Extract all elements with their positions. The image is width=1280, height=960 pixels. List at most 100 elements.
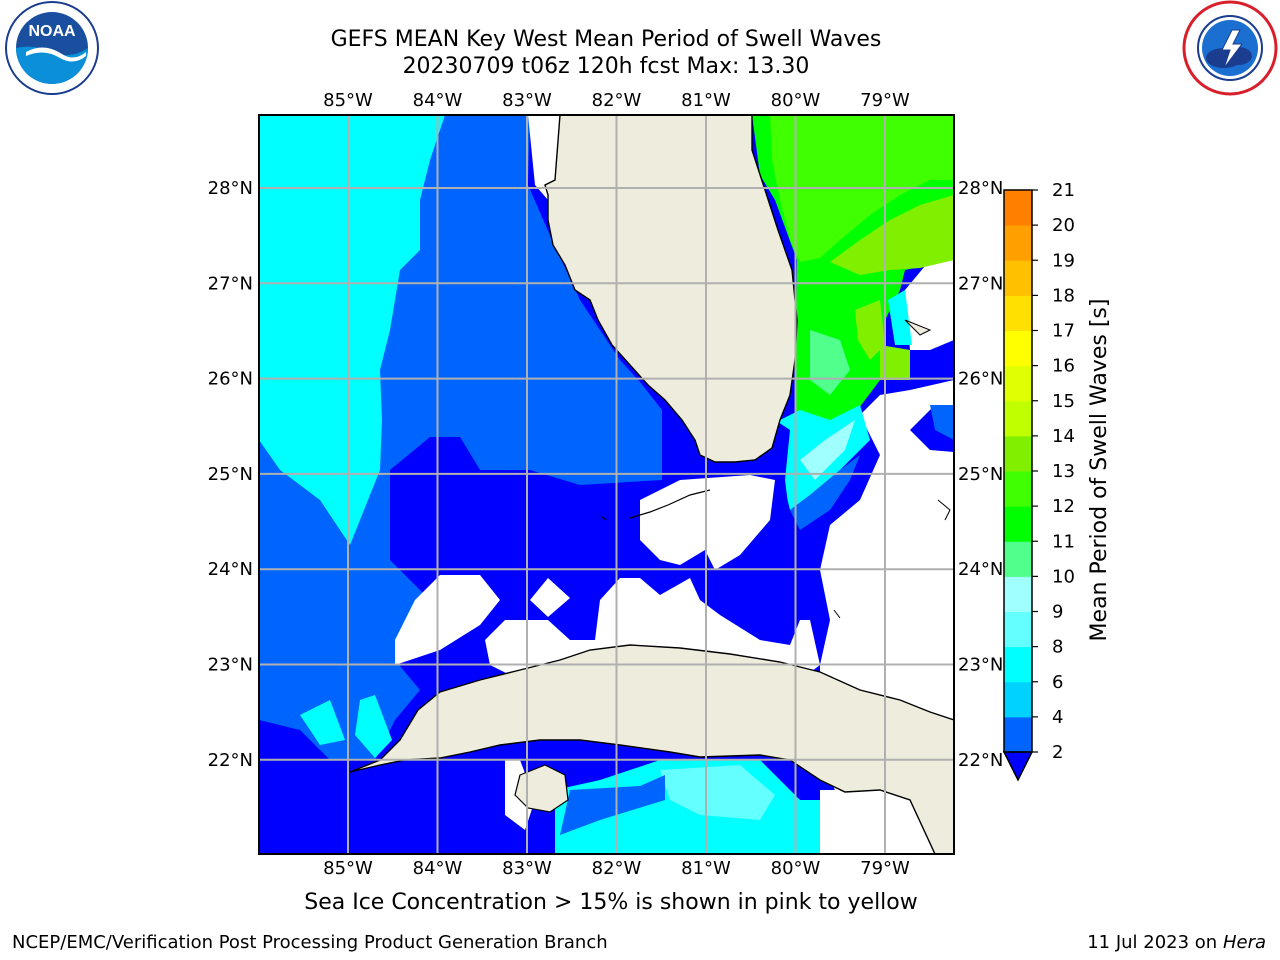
lon-label: 80°W — [771, 90, 821, 111]
colorbar-segment — [1004, 365, 1032, 402]
map-frame — [258, 114, 955, 855]
colorbar-extend-min — [1002, 751, 1034, 782]
colorbar-tick-label: 9 — [1052, 602, 1063, 623]
noaa-logo-text: NOAA — [28, 23, 76, 40]
lon-label: 82°W — [592, 858, 642, 879]
lon-labels-top: 85°W 84°W 83°W 82°W 81°W 80°W 79°W — [323, 90, 910, 111]
date-credit: 11 Jul 2023 on Hera — [1087, 932, 1266, 953]
lat-labels-left: 28°N 27°N 26°N 25°N 24°N 23°N 22°N — [208, 178, 253, 771]
colorbar-segment — [1004, 400, 1032, 437]
lon-label: 80°W — [771, 858, 821, 879]
colorbar-tick-label: 4 — [1052, 707, 1063, 728]
swell-period-fill-8-9 — [800, 420, 855, 480]
lon-label: 84°W — [413, 90, 463, 111]
map-area — [259, 115, 954, 854]
no-data-region — [530, 578, 570, 617]
machine-name: Hera — [1222, 932, 1266, 953]
lon-label: 85°W — [323, 90, 373, 111]
colorbar-segment — [1004, 576, 1032, 612]
swell-period-fill-2-4 — [775, 420, 790, 545]
colorbar-tick-label: 13 — [1052, 461, 1075, 482]
chart-subtitle: 20230709 t06z 120h fcst Max: 13.30 — [402, 54, 810, 79]
florida-keys — [601, 489, 711, 521]
lat-label: 25°N — [958, 464, 1003, 485]
lon-label: 79°W — [860, 858, 910, 879]
lon-label: 83°W — [502, 90, 552, 111]
colorbar-segment — [1004, 330, 1032, 367]
nws-logo — [1182, 0, 1278, 96]
no-data-region — [640, 475, 775, 570]
bahamas-land — [904, 319, 932, 336]
isle-of-youth-land — [514, 764, 569, 813]
colorbar-tick-label: 16 — [1052, 356, 1075, 377]
sea-ice-note: Sea Ice Concentration > 15% is shown in … — [304, 890, 918, 915]
lat-label: 25°N — [208, 464, 253, 485]
noaa-logo: NOAA — [5, 1, 99, 95]
colorbar-segment — [1004, 190, 1032, 226]
lat-label: 23°N — [208, 655, 253, 676]
colorbar-segment — [1004, 681, 1032, 718]
colorbar-tick-label: 14 — [1052, 426, 1075, 447]
lon-label: 84°W — [413, 858, 463, 879]
lon-label: 81°W — [681, 90, 731, 111]
colorbar-tick-label: 10 — [1052, 566, 1075, 587]
colorbar-segment — [1004, 716, 1032, 753]
cuba-land — [349, 644, 954, 854]
lon-label: 83°W — [502, 858, 552, 879]
colorbar-segment — [1004, 471, 1032, 507]
lat-label: 27°N — [958, 273, 1003, 294]
swell-period-fill-6-8 — [300, 700, 345, 745]
lat-label: 22°N — [958, 750, 1003, 771]
lon-label: 81°W — [681, 858, 731, 879]
swell-period-fill-12-13 — [830, 195, 954, 275]
colorbar-segment — [1004, 646, 1032, 683]
colorbar-segment — [1004, 611, 1032, 648]
colorbar-tick-label: 19 — [1052, 250, 1075, 271]
colorbar-segment — [1004, 435, 1032, 472]
swell-period-fill-12-13 — [880, 345, 910, 380]
swell-period-fill-8-9 — [660, 765, 775, 820]
branch-credit: NCEP/EMC/Verification Post Processing Pr… — [12, 932, 608, 953]
colorbar-tick-label: 6 — [1052, 672, 1063, 693]
colorbar-tick-label: 21 — [1052, 180, 1075, 201]
lat-label: 23°N — [958, 655, 1003, 676]
colorbar-label: Mean Period of Swell Waves [s] — [1087, 299, 1112, 642]
colorbar-tick-label: 12 — [1052, 496, 1075, 517]
swell-period-fill-6-8 — [355, 695, 392, 758]
lon-label: 79°W — [860, 90, 910, 111]
colorbar-tick-label: 18 — [1052, 285, 1075, 306]
colorbar-tick-label: 17 — [1052, 321, 1075, 342]
colorbar-segment — [1004, 295, 1032, 331]
swell-period-fill-4-6 — [930, 405, 954, 440]
lat-label: 24°N — [958, 559, 1003, 580]
swell-period-fill-6-8 — [888, 290, 912, 345]
lon-labels-bottom: 85°W 84°W 83°W 82°W 81°W 80°W 79°W — [323, 858, 910, 879]
colorbar-segment — [1004, 260, 1032, 296]
swell-period-fill-6-8 — [259, 115, 445, 545]
swell-period-fill-12-13 — [855, 300, 885, 360]
colorbar-segment — [1004, 506, 1032, 542]
lat-label: 24°N — [208, 559, 253, 580]
lat-label: 28°N — [958, 178, 1003, 199]
date-text: 11 Jul 2023 on — [1087, 932, 1218, 953]
chart-title: GEFS MEAN Key West Mean Period of Swell … — [330, 27, 882, 52]
colorbar-tick-label: 8 — [1052, 637, 1063, 658]
no-data-region — [395, 575, 500, 665]
swell-period-fill-4-6 — [560, 775, 665, 835]
no-data-region — [820, 380, 954, 570]
lon-label: 82°W — [592, 90, 642, 111]
lon-label: 85°W — [323, 858, 373, 879]
lat-label: 22°N — [208, 750, 253, 771]
colorbar: 2 4 6 8 9 10 11 12 13 14 15 16 17 18 19 20 21 — [1002, 180, 1075, 782]
no-data-region — [528, 115, 560, 200]
lat-label: 26°N — [208, 369, 253, 390]
map-gridlines — [259, 115, 954, 854]
lat-label: 26°N — [958, 369, 1003, 390]
colorbar-tick-label: 15 — [1052, 391, 1075, 412]
florida-land — [544, 115, 798, 463]
lat-labels-right: 28°N 27°N 26°N 25°N 24°N 23°N 22°N — [958, 178, 1003, 771]
colorbar-tick-label: 2 — [1052, 742, 1063, 763]
lat-label: 27°N — [208, 273, 253, 294]
colorbar-tick-label: 20 — [1052, 215, 1075, 236]
